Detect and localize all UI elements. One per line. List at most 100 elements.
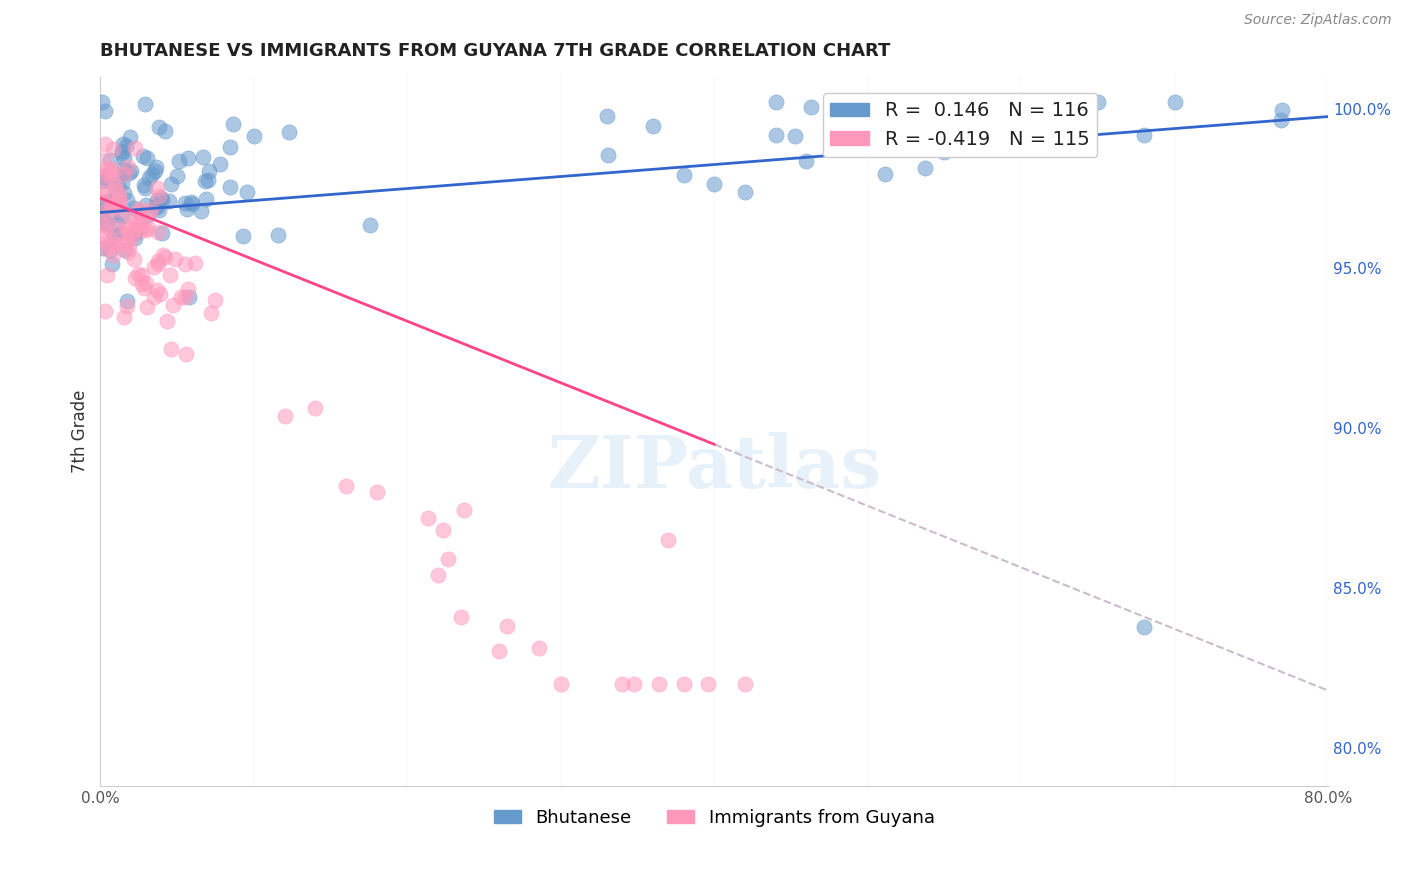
Point [96, 161, 118, 176]
Point [623, 677, 645, 691]
Point [184, 256, 207, 270]
Point [134, 181, 156, 195]
Point [550, 677, 572, 691]
Point [641, 119, 664, 133]
Point [134, 97, 156, 112]
Point [204, 293, 226, 307]
Point [672, 169, 695, 183]
Point [162, 298, 184, 312]
Point [112, 152, 135, 166]
Point [112, 168, 135, 182]
Point [1133, 619, 1156, 633]
Point [335, 479, 357, 493]
Point [166, 169, 188, 184]
Point [195, 192, 218, 206]
Point [101, 242, 124, 256]
Point [145, 193, 167, 207]
Point [124, 226, 146, 240]
Point [114, 219, 136, 234]
Point [914, 161, 936, 176]
Point [148, 286, 170, 301]
Point [90, 206, 112, 220]
Point [111, 137, 134, 152]
Point [104, 183, 127, 197]
Point [979, 131, 1001, 145]
Point [94, 136, 117, 151]
Point [219, 179, 242, 194]
Point [132, 149, 155, 163]
Point [107, 194, 129, 209]
Point [93, 242, 115, 256]
Point [218, 140, 240, 154]
Point [495, 618, 517, 632]
Point [138, 171, 160, 186]
Point [135, 276, 157, 290]
Point [96, 167, 118, 181]
Point [131, 268, 153, 282]
Text: ZIPatlas: ZIPatlas [547, 432, 882, 502]
Point [120, 164, 142, 178]
Point [703, 177, 725, 191]
Point [236, 186, 259, 200]
Point [1270, 113, 1292, 128]
Point [94, 229, 117, 244]
Point [1163, 95, 1185, 110]
Point [208, 157, 231, 171]
Point [131, 219, 153, 234]
Point [160, 178, 183, 192]
Point [141, 202, 163, 216]
Point [121, 226, 143, 240]
Point [96, 173, 118, 187]
Point [110, 146, 132, 161]
Point [97, 194, 120, 209]
Point [159, 342, 181, 356]
Point [118, 166, 141, 180]
Point [111, 204, 134, 219]
Point [127, 217, 149, 231]
Point [177, 290, 200, 304]
Point [800, 100, 823, 114]
Point [111, 144, 134, 158]
Point [146, 181, 169, 195]
Point [90, 185, 112, 199]
Point [100, 257, 122, 271]
Point [129, 223, 152, 237]
Point [598, 148, 620, 162]
Point [104, 184, 127, 198]
Point [359, 218, 381, 232]
Point [122, 201, 145, 215]
Point [900, 101, 922, 115]
Point [148, 189, 170, 203]
Point [143, 163, 166, 178]
Point [100, 209, 122, 223]
Point [200, 306, 222, 320]
Point [103, 195, 125, 210]
Point [97, 206, 120, 220]
Point [197, 173, 219, 187]
Point [190, 203, 212, 218]
Point [194, 174, 217, 188]
Point [96, 219, 118, 234]
Point [232, 229, 254, 244]
Text: BHUTANESE VS IMMIGRANTS FROM GUYANA 7TH GRADE CORRELATION CHART: BHUTANESE VS IMMIGRANTS FROM GUYANA 7TH … [100, 42, 891, 60]
Point [180, 197, 202, 211]
Point [117, 160, 139, 174]
Point [416, 511, 439, 525]
Point [596, 109, 619, 123]
Point [432, 524, 454, 538]
Point [1133, 128, 1156, 142]
Point [124, 271, 146, 285]
Point [825, 95, 848, 110]
Point [112, 186, 135, 200]
Point [128, 204, 150, 219]
Point [101, 161, 124, 176]
Point [142, 290, 165, 304]
Point [108, 193, 131, 207]
Point [148, 203, 170, 218]
Point [101, 233, 124, 247]
Point [127, 203, 149, 218]
Point [108, 227, 131, 241]
Point [115, 139, 138, 153]
Point [145, 161, 167, 175]
Point [934, 136, 956, 150]
